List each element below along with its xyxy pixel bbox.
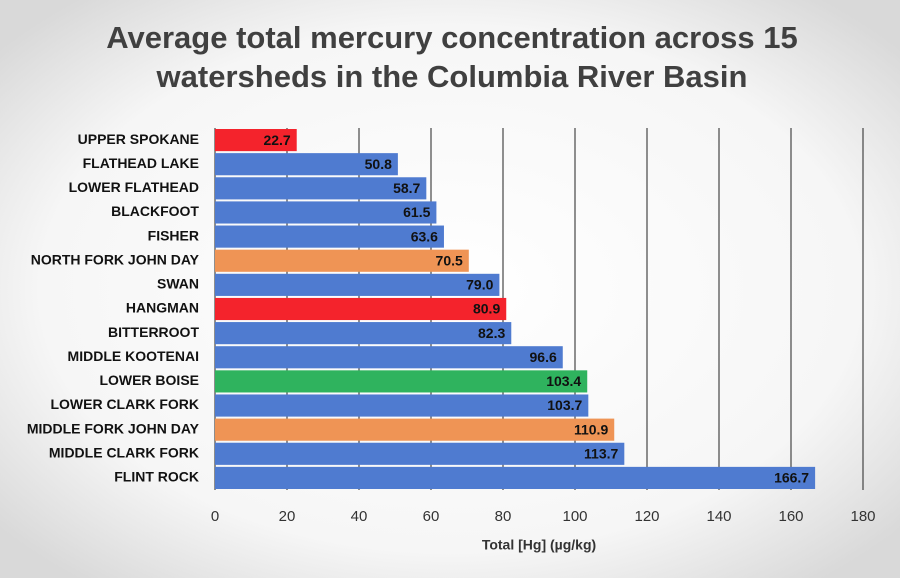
bar bbox=[215, 370, 588, 393]
x-tick-label: 80 bbox=[495, 508, 512, 525]
y-tick-label: MIDDLE CLARK FORK bbox=[49, 445, 199, 461]
y-tick-label: LOWER BOISE bbox=[99, 372, 199, 388]
y-tick-label: FISHER bbox=[148, 227, 199, 243]
value-label: 166.7 bbox=[774, 470, 809, 486]
bar bbox=[215, 346, 563, 369]
x-tick-label: 180 bbox=[850, 508, 875, 525]
x-tick-label: 140 bbox=[706, 508, 731, 525]
value-label: 70.5 bbox=[436, 252, 463, 268]
value-label: 103.7 bbox=[547, 397, 582, 413]
value-label: 110.9 bbox=[574, 421, 608, 437]
value-label: 63.6 bbox=[411, 228, 438, 244]
y-tick-label: BITTERROOT bbox=[108, 324, 199, 340]
y-tick-label: UPPER SPOKANE bbox=[78, 131, 199, 147]
y-tick-label: FLINT ROCK bbox=[114, 469, 199, 485]
value-label: 80.9 bbox=[473, 301, 500, 317]
x-tick-label: 20 bbox=[279, 508, 296, 525]
bar bbox=[215, 466, 816, 489]
bar bbox=[215, 394, 589, 417]
value-label: 79.0 bbox=[466, 277, 493, 293]
y-tick-label: NORTH FORK JOHN DAY bbox=[31, 251, 200, 267]
bar bbox=[215, 177, 427, 200]
x-tick-label: 60 bbox=[423, 508, 440, 525]
value-label: 113.7 bbox=[584, 446, 618, 462]
bar bbox=[215, 153, 398, 176]
y-tick-label: MIDDLE KOOTENAI bbox=[68, 348, 199, 364]
bar bbox=[215, 129, 297, 152]
bar bbox=[215, 418, 615, 441]
y-tick-label: LOWER CLARK FORK bbox=[50, 396, 199, 412]
chart-title: Average total mercury concentration acro… bbox=[106, 20, 797, 55]
bar bbox=[215, 201, 437, 224]
value-label: 58.7 bbox=[393, 180, 420, 196]
bar bbox=[215, 442, 625, 465]
x-tick-label: 40 bbox=[351, 508, 368, 525]
x-tick-label: 100 bbox=[562, 508, 587, 525]
x-tick-label: 120 bbox=[634, 508, 659, 525]
x-tick-label: 160 bbox=[778, 508, 803, 525]
value-label: 61.5 bbox=[403, 204, 430, 220]
y-tick-label: LOWER FLATHEAD bbox=[69, 179, 199, 195]
y-tick-label: FLATHEAD LAKE bbox=[83, 155, 199, 171]
x-tick-label: 0 bbox=[211, 508, 219, 525]
value-label: 22.7 bbox=[263, 132, 290, 148]
y-tick-label: MIDDLE FORK JOHN DAY bbox=[27, 420, 200, 436]
chart-title: watersheds in the Columbia River Basin bbox=[156, 59, 748, 94]
bar bbox=[215, 249, 469, 272]
y-tick-label: HANGMAN bbox=[126, 300, 199, 316]
bar bbox=[215, 225, 444, 248]
bar bbox=[215, 297, 507, 321]
value-label: 103.4 bbox=[546, 373, 581, 389]
bar bbox=[215, 322, 512, 345]
value-label: 82.3 bbox=[478, 325, 505, 341]
y-tick-label: SWAN bbox=[157, 276, 199, 292]
y-tick-label: BLACKFOOT bbox=[111, 203, 199, 219]
value-label: 96.6 bbox=[530, 349, 557, 365]
bar bbox=[215, 273, 500, 296]
value-label: 50.8 bbox=[365, 156, 392, 172]
x-axis-label: Total [Hg] (µg/kg) bbox=[482, 537, 596, 553]
